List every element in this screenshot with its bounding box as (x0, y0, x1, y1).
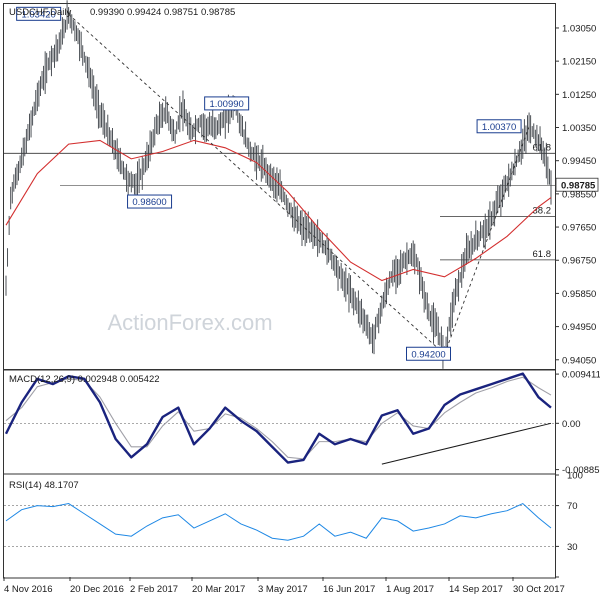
price-trendlines (68, 13, 530, 355)
price-tick-label: 1.02150 (562, 57, 596, 68)
last-price-label: 0.98785 (561, 181, 596, 192)
macd-panel: 0.009411 0.00 -0.008852 MACD(12,26,9) 0.00… (3, 369, 600, 476)
price-tick-label: 0.94950 (562, 322, 596, 333)
x-tick-label: 4 Nov 2016 (4, 584, 53, 595)
signal-line (5, 376, 552, 460)
macd-lines (4, 372, 555, 465)
macd-title: MACD(12,26,9) 0.002948 0.005422 (9, 374, 160, 385)
rsi-line (5, 502, 552, 541)
price-tick-label: 1.01250 (562, 90, 596, 101)
macd-line (4, 372, 552, 464)
macd-tick-label: 0.00 (562, 419, 581, 430)
swing-label-box (127, 194, 173, 209)
price-tick-label: 0.96750 (562, 256, 596, 267)
swing-label: 0.98600 (132, 197, 166, 208)
rsi-lines (4, 502, 555, 547)
rsi-tick-label: 100 (567, 471, 583, 482)
x-tick-label: 2 Feb 2017 (130, 584, 178, 595)
x-axis: 4 Nov 2016 20 Dec 2016 2 Feb 2017 20 Mar 20… (3, 577, 565, 595)
x-tick-label: 14 Sep 2017 (449, 584, 503, 595)
macd-tick-label: -0.008852 (562, 465, 600, 476)
rsi-tick-label: 30 (567, 542, 578, 553)
swing-label: 1.03420 (21, 9, 55, 20)
rsi-tick-label: 70 (567, 501, 578, 512)
macd-panel-frame (3, 369, 556, 475)
ohlc-label: 0.99390 0.99424 0.98751 0.98785 (90, 7, 235, 18)
swing-label-box (406, 346, 452, 361)
x-tick-label: 16 Jun 2017 (323, 584, 375, 595)
rsi-title: RSI(14) 48.1707 (9, 480, 79, 491)
swing-labels: 1.03420 1.00990 0.98600 0.94200 1.00370 (16, 6, 522, 361)
macd-axis: 0.009411 0.00 -0.008852 (555, 370, 600, 476)
rsi-panel-frame (3, 473, 556, 579)
price-tick-label: 0.99450 (562, 156, 596, 167)
macd-trendline (381, 422, 552, 465)
swing-trendline (444, 126, 530, 355)
swing-label-box (476, 119, 522, 134)
swing-trendline (68, 13, 445, 355)
last-price-box (555, 177, 599, 192)
fib-label: 61.8 (533, 249, 552, 260)
price-tick-label: 0.95850 (562, 289, 596, 300)
x-tick-label: 30 Oct 2017 (513, 584, 565, 595)
x-tick-label: 20 Dec 2016 (70, 584, 124, 595)
fib-label: 38.2 (533, 205, 552, 216)
swing-label: 1.00370 (482, 122, 516, 133)
price-tick-label: 0.97650 (562, 223, 596, 234)
price-tick-label: 0.94050 (562, 355, 596, 366)
x-tick-label: 1 Aug 2017 (386, 584, 434, 595)
rsi-panel: 100 70 30 RSI(14) 48.1707 (3, 471, 583, 579)
x-tick-label: 20 Mar 2017 (192, 584, 245, 595)
macd-tick-label: 0.009411 (562, 370, 600, 381)
watermark: ActionForex.com (107, 310, 272, 335)
price-tick-label: 0.98550 (562, 189, 596, 200)
swing-label-box (16, 6, 62, 21)
price-panel: 61.838.261.8 1.034201.009900.986000.9420… (3, 0, 599, 370)
chart-title: USDCHF,Daily (9, 7, 72, 18)
rsi-axis: 100 70 30 (555, 471, 583, 578)
x-tick-label: 3 May 2017 (258, 584, 308, 595)
price-axis: 1.03050 1.02150 1.01250 1.00350 0.99450 0.985… (555, 23, 599, 366)
swing-label: 1.00990 (209, 99, 243, 110)
moving-average (5, 139, 552, 282)
swing-label: 0.94200 (411, 349, 445, 360)
price-bars (5, 0, 552, 369)
price-tick-label: 1.00350 (562, 123, 596, 134)
sma-line (5, 139, 552, 282)
price-tick-label: 1.03050 (562, 23, 596, 34)
swing-label-box (204, 96, 250, 111)
